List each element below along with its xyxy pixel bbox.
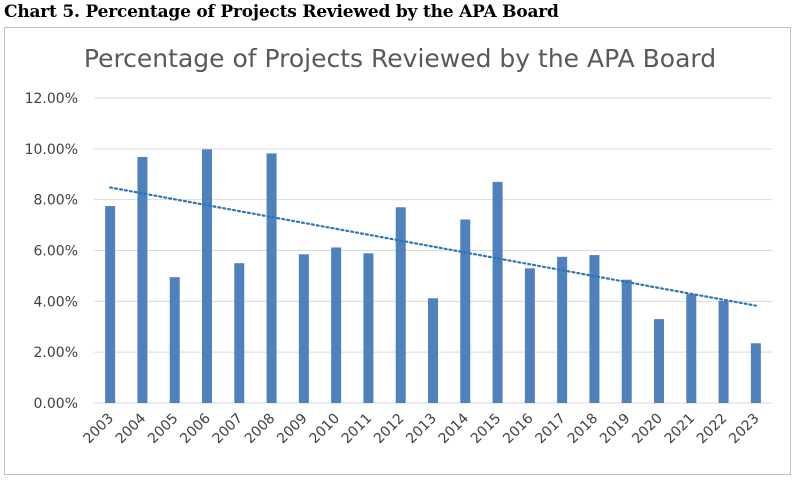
x-tick-label: 2005	[145, 411, 182, 448]
bar	[234, 263, 245, 403]
bar	[524, 268, 535, 403]
y-tick-label: 10.00%	[25, 142, 78, 158]
bar	[105, 206, 116, 403]
bar	[750, 343, 761, 403]
y-tick-label: 8.00%	[34, 193, 78, 209]
bar	[363, 253, 374, 403]
bar	[460, 219, 471, 403]
x-tick-label: 2019	[597, 411, 634, 448]
bar	[718, 300, 729, 403]
y-tick-label: 12.00%	[25, 91, 78, 107]
bar	[621, 279, 632, 403]
bar	[686, 294, 697, 403]
y-tick-label: 0.00%	[34, 396, 78, 412]
x-tick-label: 2020	[629, 411, 666, 448]
x-tick-label: 2003	[80, 411, 117, 448]
x-tick-label: 2021	[662, 411, 699, 448]
bar	[331, 247, 342, 403]
x-tick-label: 2018	[565, 411, 602, 448]
x-tick-label: 2013	[403, 411, 440, 448]
bar	[266, 153, 277, 403]
x-tick-label: 2008	[242, 411, 279, 448]
x-tick-label: 2015	[468, 411, 505, 448]
x-tick-label: 2004	[113, 410, 150, 447]
bar	[202, 149, 212, 403]
x-tick-label: 2012	[371, 411, 408, 448]
bar	[428, 298, 438, 403]
x-tick-label: 2017	[532, 411, 569, 448]
y-tick-label: 6.00%	[34, 244, 78, 260]
bar	[589, 255, 600, 403]
x-tick-label: 2023	[726, 411, 763, 448]
chart-caption: Chart 5. Percentage of Projects Reviewed…	[4, 2, 559, 22]
y-tick-label: 2.00%	[34, 345, 78, 361]
x-tick-label: 2011	[339, 411, 376, 448]
x-tick-label: 2009	[274, 411, 311, 448]
x-tick-label: 2016	[500, 410, 537, 447]
x-tick-label: 2022	[694, 411, 731, 448]
chart-title: Percentage of Projects Reviewed by the A…	[84, 44, 716, 73]
bar	[557, 256, 568, 403]
trendline	[109, 186, 757, 307]
bar	[137, 156, 148, 403]
x-tick-label: 2007	[210, 411, 247, 448]
x-tick-label: 2010	[306, 411, 343, 448]
bar	[169, 277, 180, 403]
x-tick-label: 2014	[436, 410, 473, 447]
bar	[654, 319, 664, 403]
bar	[395, 207, 406, 403]
y-tick-label: 4.00%	[34, 294, 78, 310]
bar	[492, 181, 503, 403]
x-tick-label: 2006	[177, 410, 214, 447]
bar	[298, 254, 309, 403]
